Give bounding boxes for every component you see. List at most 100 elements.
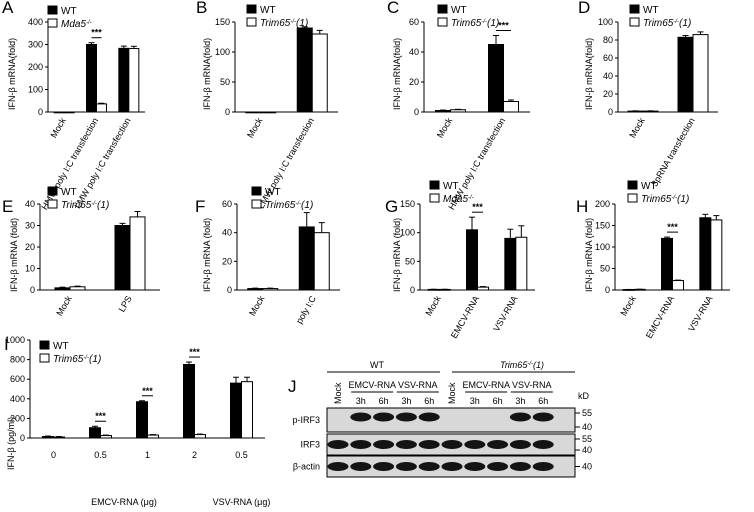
y-tick-label: 20 — [222, 256, 232, 266]
genotype-suffix: (1) — [301, 200, 313, 211]
blot-band — [350, 462, 372, 471]
significance-stars: *** — [498, 21, 509, 31]
blot-band — [327, 440, 349, 449]
bar — [488, 44, 504, 113]
blot-band — [373, 412, 395, 422]
y-axis-label: IFN-β mRNA (fold) — [202, 218, 212, 292]
y-tick-label: 0 — [20, 433, 25, 443]
blot-band — [327, 462, 349, 471]
bar — [672, 280, 684, 291]
time-label: 3h — [470, 396, 480, 406]
bar — [450, 109, 466, 113]
x-tick-label: 3pRNA transfection — [649, 116, 696, 188]
y-tick-label: 80 — [603, 35, 613, 45]
marker-label: 55 — [582, 408, 592, 418]
lane-label-mock: Mock — [447, 382, 457, 404]
blot-band — [418, 412, 440, 422]
marker-label: 40 — [582, 445, 592, 455]
y-tick-label: 20 — [409, 77, 419, 87]
legend-label-wt: WT — [53, 341, 69, 352]
genotype-suffix: (1) — [97, 200, 109, 211]
legend-label-wt: WT — [61, 187, 77, 198]
y-tick-label: 200 — [28, 62, 43, 72]
blot-band — [395, 440, 417, 449]
blot-band — [532, 440, 554, 449]
bar — [147, 434, 159, 439]
y-tick-label: 40 — [409, 47, 419, 57]
legend-label-wt: WT — [265, 187, 281, 198]
blot-band — [487, 462, 509, 471]
legend-swatch-ko — [629, 17, 640, 27]
bar — [710, 219, 723, 291]
bar — [114, 225, 131, 291]
bar — [699, 217, 712, 291]
legend-swatch-ko — [47, 199, 58, 209]
y-tick-label: 300 — [28, 40, 43, 50]
legend-swatch-wt — [47, 186, 58, 196]
genotype-superscript: -/- — [295, 201, 301, 207]
y-tick-label: 60 — [222, 199, 232, 209]
genotype-name: Trim65 — [61, 200, 92, 211]
genotype-suffix: (1) — [677, 194, 689, 205]
x-tick-label: VSV-RNA — [686, 294, 714, 333]
lane-condition-label: EMCV-RNA — [348, 380, 396, 390]
x-tick-label: LMW poly I:C transfection — [72, 116, 132, 210]
blot-band — [509, 412, 531, 422]
blot-band — [373, 462, 395, 471]
bar — [183, 364, 195, 439]
genotype-name: Trim65 — [643, 18, 674, 29]
panel-i: I IFN-β (pg/ml) 0 200 400 600 800 1000 WT Trim65-… — [4, 335, 270, 507]
legend-swatch-wt — [47, 5, 58, 15]
time-label: 6h — [424, 396, 434, 406]
y-tick-label: 10 — [25, 264, 35, 274]
legend-label-ko: Mda5-/- — [443, 194, 474, 205]
bar — [298, 226, 315, 291]
kd-label: kD — [578, 391, 590, 401]
blot-band — [395, 462, 417, 471]
bar — [96, 103, 107, 113]
legend-label-ko: Mda5-/- — [61, 19, 92, 30]
y-axis-label: IFN-β mRNA(fold) — [584, 38, 594, 110]
significance-stars: *** — [95, 411, 106, 421]
legend-label-ko: Trim65-/-(1) — [643, 18, 691, 29]
bar — [435, 110, 451, 113]
significance-stars: *** — [142, 386, 153, 396]
y-tick-label: 150 — [215, 17, 230, 27]
bar — [661, 237, 673, 291]
genotype-name: Mda5 — [61, 19, 86, 30]
panel-letter: I — [4, 335, 9, 354]
panel-letter: J — [288, 377, 297, 396]
y-tick-label: 1000 — [5, 335, 25, 345]
lane-condition-label: VSV-RNA — [398, 380, 438, 390]
x-tick-label: 1 — [145, 450, 150, 460]
bar — [53, 436, 65, 439]
y-axis-label: IFN-β mRNA(fold) — [7, 38, 17, 110]
time-label: 6h — [538, 396, 548, 406]
genotype-name: Mda5 — [443, 194, 468, 205]
group-label: EMCV-RNA (μg) — [91, 497, 157, 507]
bar — [54, 287, 71, 291]
x-tick-label: VSV-RNA — [491, 294, 519, 333]
legend-swatch-wt — [429, 180, 440, 190]
blot-band — [464, 462, 486, 471]
panel-d: D IFN-β mRNA(fold) 0 20 40 60 80 100 WT Trim65-/-… — [578, 0, 718, 188]
bar — [247, 288, 264, 291]
blot-row-label: β-actin — [293, 462, 320, 472]
y-tick-label: 400 — [10, 394, 25, 404]
y-tick-label: 400 — [28, 17, 43, 27]
bar — [129, 216, 146, 291]
bar — [503, 101, 519, 113]
genotype-name: Trim65 — [53, 354, 84, 365]
significance-stars: *** — [667, 222, 678, 232]
bar — [89, 427, 101, 439]
blot-band — [350, 412, 372, 422]
genotype-superscript: -/- — [290, 19, 296, 25]
genotype-superscript: -/- — [673, 19, 679, 25]
genotype-superscript: -/- — [91, 201, 97, 207]
y-tick-label: 100 — [598, 17, 613, 27]
panel-letter: E — [2, 197, 13, 216]
legend-swatch-ko — [627, 193, 638, 203]
x-tick-label: Mock — [435, 116, 455, 140]
